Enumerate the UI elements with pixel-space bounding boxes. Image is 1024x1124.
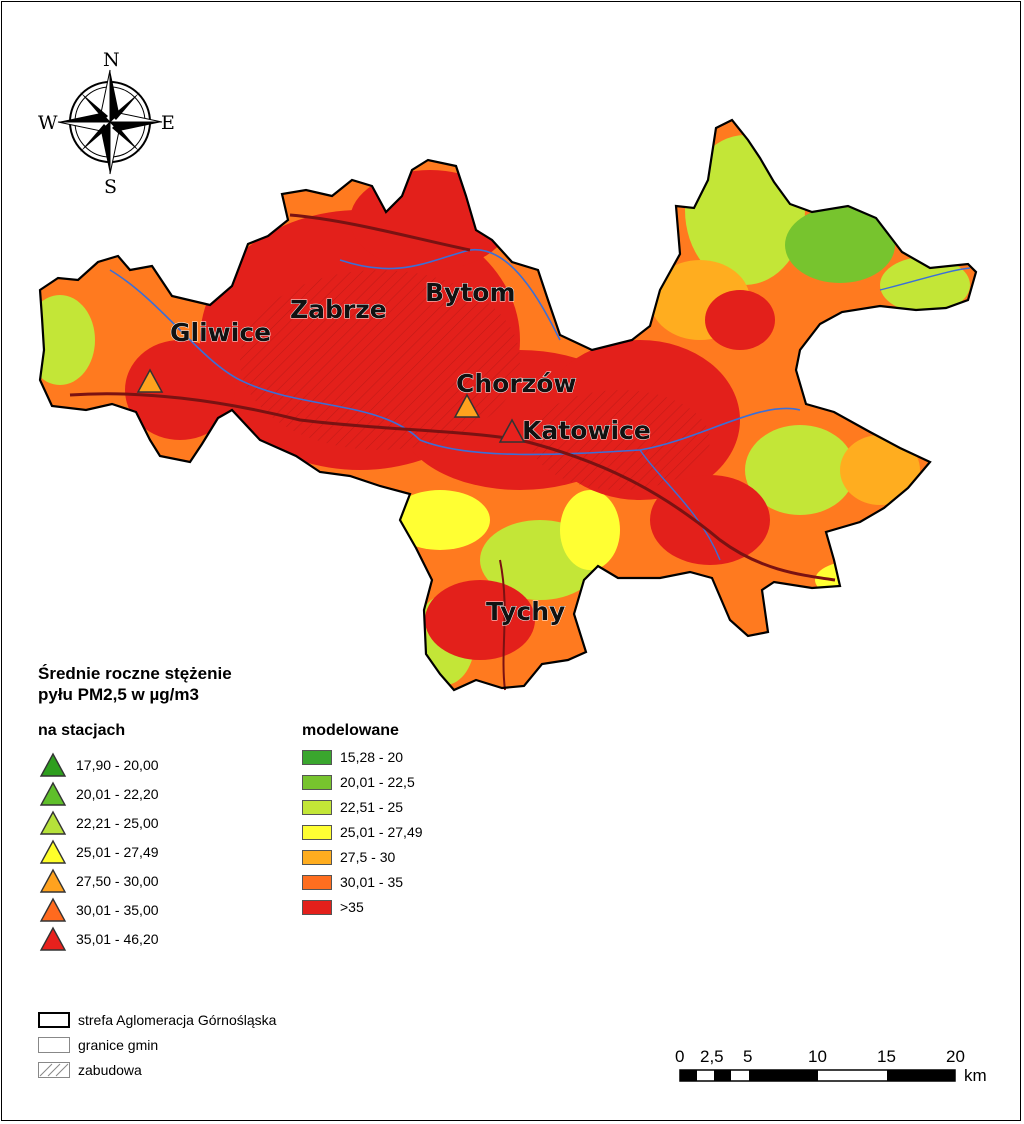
legend-station-label: 27,50 - 30,00 [76,873,159,889]
legend-stations-heading: na stacjach [38,722,126,739]
station-gliwice [136,368,164,393]
triangle-icon [39,752,67,777]
legend-station-label: 22,21 - 25,00 [76,815,159,831]
color-swatch [302,774,332,790]
legend-station-label: 17,90 - 20,00 [76,757,159,773]
agglomeration-boundary [38,118,978,692]
agglomeration-region [38,118,978,692]
triangle-icon [39,926,67,951]
legend-modeled-item: 27,5 - 30 [302,849,395,865]
compass-rose: N S W E [38,49,175,198]
scale-tick-20: 20 [946,1047,965,1066]
station-markers [136,368,526,443]
zone-outline-swatch [38,1012,70,1028]
city-label-katowice: Katowice [522,416,651,445]
legend-modeled-label: >35 [340,899,364,915]
legend-station-item: 20,01 - 22,20 [38,781,159,807]
city-label-zabrze: Zabrze [290,295,387,324]
legend-station-label: 30,01 - 35,00 [76,902,159,918]
legend-boundary-zone-label: strefa Aglomeracja Górnośląska [78,1012,277,1028]
built-up-hatch-swatch [38,1062,70,1078]
color-swatch [302,874,332,890]
legend-modeled-heading: modelowane [302,722,399,739]
legend-title-line1: Średnie roczne stężenie [38,664,232,683]
legend-built-up: zabudowa [38,1062,142,1078]
color-swatch [302,849,332,865]
station-chorzow [453,393,481,418]
legend-station-label: 20,01 - 22,20 [76,786,159,802]
triangle-icon [39,839,67,864]
scale-bar: 0 2,5 5 10 15 20 km [675,1047,987,1085]
color-swatch [302,824,332,840]
legend-modeled-label: 15,28 - 20 [340,749,404,765]
legend-boundary-gmin: granice gmin [38,1037,158,1053]
scale-tick-10: 10 [808,1047,827,1066]
legend-modeled-item: 25,01 - 27,49 [302,824,423,840]
legend-modeled-item: 30,01 - 35 [302,874,403,890]
city-labels: Gliwice Zabrze Bytom Chorzów Katowice Ty… [170,278,652,627]
triangle-icon [39,868,67,893]
legend-station-label: 35,01 - 46,20 [76,931,159,947]
compass-w: W [38,112,58,134]
legend-station-item: 30,01 - 35,00 [38,897,159,923]
concentration-layers [40,135,970,685]
legend-station-item: 27,50 - 30,00 [38,868,159,894]
gmin-outline-swatch [38,1037,70,1053]
legend-modeled-label: 30,01 - 35 [340,874,404,890]
city-label-tychy: Tychy [486,597,565,626]
scale-tick-5: 5 [743,1047,752,1066]
legend-modeled-label: 20,01 - 22,5 [340,774,415,790]
legend-modeled-label: 27,5 - 30 [340,849,396,865]
scale-tick-0: 0 [675,1047,684,1066]
legend-station-label: 25,01 - 27,49 [76,844,159,860]
scale-unit: km [964,1066,987,1085]
scale-tick-2-5: 2,5 [700,1047,724,1066]
legend-title-line2: pyłu PM2,5 w µg/m3 [38,685,199,704]
legend-station-item: 35,01 - 46,20 [38,926,159,952]
compass-n: N [103,49,120,71]
legend-station-item: 25,01 - 27,49 [38,839,159,865]
legend-built-up-label: zabudowa [78,1062,142,1078]
legend-modeled-item: >35 [302,899,364,915]
color-swatch [302,799,332,815]
triangle-icon [39,781,67,806]
legend-modeled-label: 25,01 - 27,49 [340,824,423,840]
city-label-chorzow: Chorzów [456,369,576,398]
legend-station-item: 22,21 - 25,00 [38,810,159,836]
station-katowice [498,418,526,443]
scale-tick-15: 15 [877,1047,896,1066]
legend-modeled-item: 20,01 - 22,5 [302,774,415,790]
legend-boundary-zone: strefa Aglomeracja Górnośląska [38,1012,276,1028]
legend-modeled-item: 15,28 - 20 [302,749,403,765]
legend-modeled-item: 22,51 - 25 [302,799,403,815]
legend-title: Średnie roczne stężenie pyłu PM2,5 w µg/… [38,663,232,705]
legend-modeled-label: 22,51 - 25 [340,799,404,815]
compass-e: E [161,112,175,134]
city-label-gliwice: Gliwice [170,318,271,347]
color-swatch [302,749,332,765]
city-label-bytom: Bytom [425,278,516,307]
legend-station-item: 17,90 - 20,00 [38,752,159,778]
legend-boundary-gmin-label: granice gmin [78,1037,159,1053]
triangle-icon [39,897,67,922]
compass-s: S [104,176,117,198]
triangle-icon [39,810,67,835]
color-swatch [302,899,332,915]
